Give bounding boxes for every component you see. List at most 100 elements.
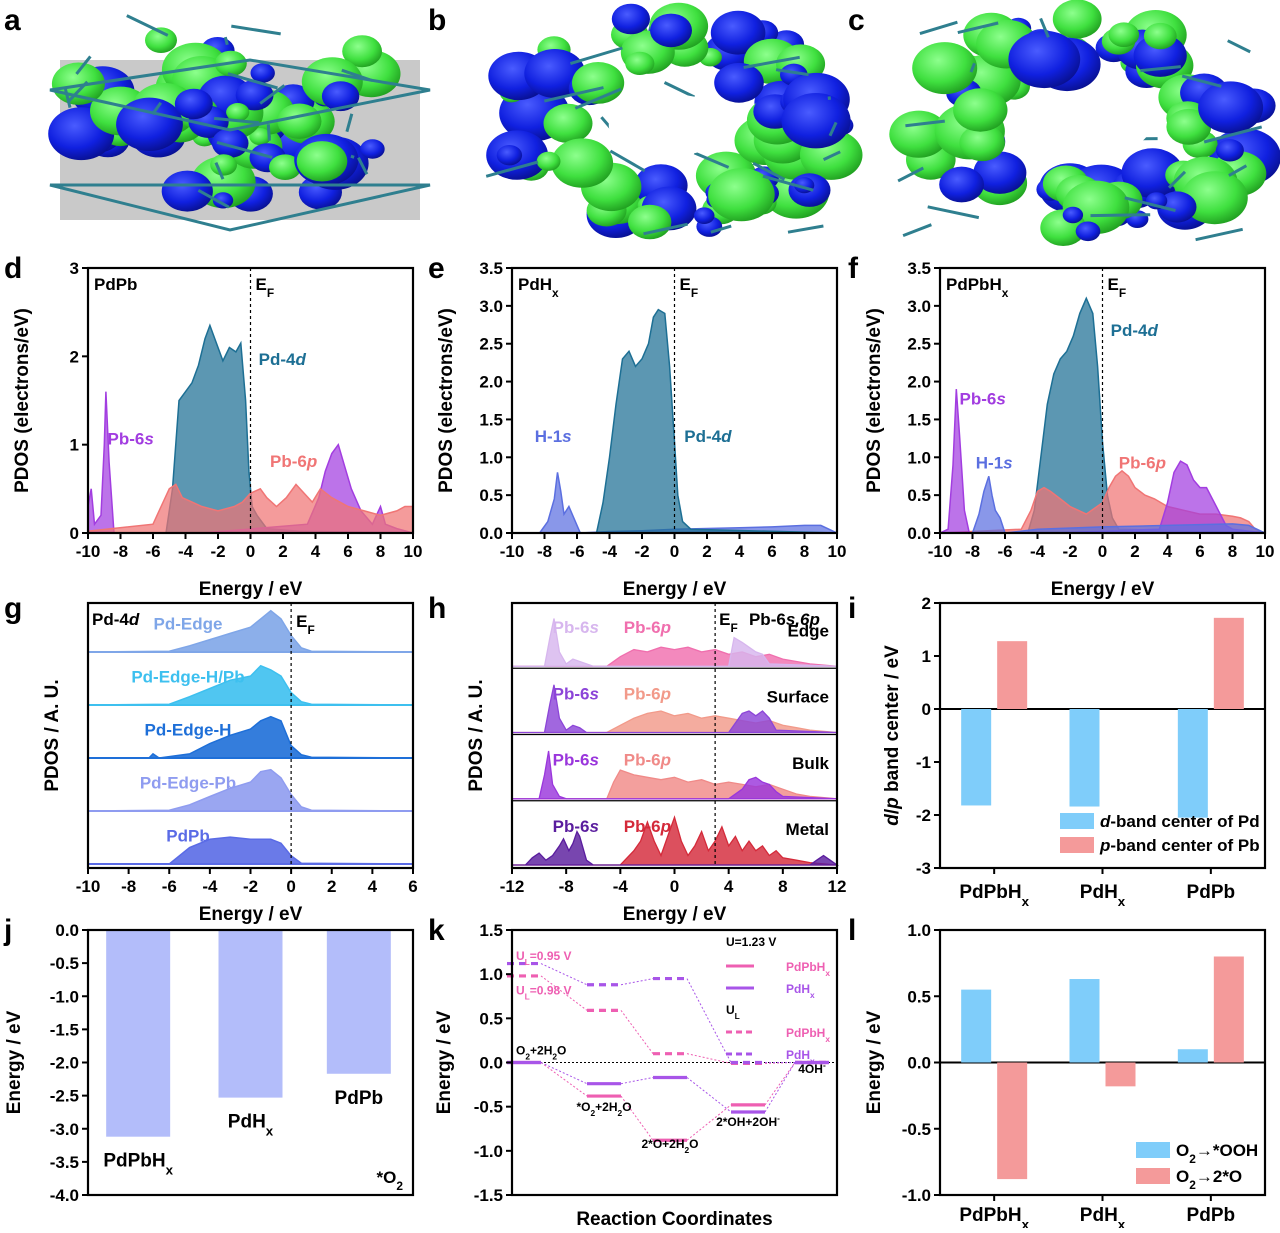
series-label: Pb-6s (108, 430, 154, 449)
isosurface-blob (1198, 81, 1263, 133)
y-tick-label: 1.0 (479, 448, 503, 467)
isosurface-blob (953, 88, 1007, 131)
panel-label-l: l (848, 914, 856, 947)
stacked-area-pd-edge-h (88, 717, 413, 758)
x-tick-label: -4 (1030, 542, 1046, 561)
legend-swatch (1136, 1168, 1170, 1184)
category-label: PdPbHx (959, 1205, 1029, 1228)
y-tick-label: 3.0 (907, 297, 931, 316)
connector-line (765, 1063, 795, 1112)
x-tick-label: -4 (178, 542, 194, 561)
y-tick-label: 3.5 (907, 259, 931, 278)
ul-label: UL=0.95 V (516, 949, 572, 967)
isosurface-blob (1144, 23, 1177, 49)
y-tick-label: -3.5 (50, 1153, 79, 1172)
x-tick-label: 10 (1256, 542, 1275, 561)
x-axis-label: Energy / eV (623, 904, 727, 925)
legend-swatch (1060, 813, 1094, 829)
step-label: 2*O+2H2O (641, 1137, 698, 1155)
panel-label-c: c (848, 4, 865, 37)
x-tick-label: 6 (343, 542, 352, 561)
atom-bond (570, 48, 622, 64)
x-tick-label: -10 (928, 542, 953, 561)
y-tick-label: 0.0 (907, 524, 931, 543)
y-tick-label: 0 (70, 524, 79, 543)
panel-label-i: i (848, 592, 856, 625)
y-axis-label: Energy / eV (4, 1010, 25, 1114)
y-tick-label: -2 (916, 806, 931, 825)
isosurface-blob (297, 141, 348, 181)
y-tick-label: 3.5 (479, 259, 503, 278)
x-tick-label: 2 (1130, 542, 1139, 561)
isosurface-blob (1216, 139, 1244, 161)
atom-bond (920, 22, 958, 33)
row-p-label: Pb-6p (624, 751, 671, 770)
atom-bond (788, 226, 823, 232)
y-tick-label: 1.5 (479, 921, 503, 940)
x-tick-label: 6 (1195, 542, 1204, 561)
bar-pdpb-0 (1178, 1049, 1208, 1062)
legend-label: PdPbHx (786, 960, 830, 978)
isosurface-blob (625, 52, 654, 75)
connector-line (687, 1054, 731, 1064)
x-axis-label: Energy / eV (199, 904, 303, 925)
x-axis-label: Reaction Coordinates (576, 1209, 772, 1228)
bar-pdh-d (1070, 709, 1100, 807)
isosurface-blob (628, 205, 671, 240)
x-tick-label: 4 (368, 877, 378, 896)
series-label: Pd-4d (1111, 321, 1159, 340)
bar-category-label: PdHx (228, 1112, 274, 1139)
y-tick-label: 1.0 (479, 965, 503, 984)
row-p-label: Pb-6p (624, 684, 671, 703)
y-tick-label: 3.0 (479, 297, 503, 316)
atom-bond (268, 124, 269, 140)
bar-pdpbh (106, 930, 170, 1137)
y-tick-label: -3.0 (50, 1120, 79, 1139)
connector-line (765, 1063, 795, 1105)
x-tick-label: -6 (145, 542, 160, 561)
panel-title: Pd-4d (92, 610, 140, 629)
pb6p-area-bulk (512, 770, 837, 799)
y-tick-label: 2 (922, 594, 931, 613)
isosurface-blob (551, 138, 613, 187)
x-tick-label: 12 (828, 877, 847, 896)
bar-pdpb (327, 930, 391, 1074)
x-axis-label: Energy / eV (199, 579, 303, 600)
x-tick-label: 0 (670, 542, 679, 561)
y-tick-label: -1 (916, 753, 931, 772)
y-tick-label: 0.0 (479, 1054, 503, 1073)
row-name: Metal (786, 820, 829, 839)
y-tick-label: -3 (916, 859, 931, 878)
legend-label: d-band center of Pd (1100, 812, 1260, 831)
step-label: *O2+2H2O (576, 1100, 631, 1118)
row-label: Pd-Edge-H (145, 721, 232, 740)
x-axis-label: Energy / eV (623, 579, 727, 600)
ul-label: UL=0.98 V (516, 983, 572, 1001)
isosurface-blob (210, 154, 237, 175)
connector-line (687, 979, 731, 1063)
bar-pdpb-d (1178, 709, 1208, 818)
row-label: Pd-Edge-H/Pb (131, 668, 244, 687)
y-tick-label: -1.0 (474, 1142, 503, 1161)
isosurface-blob (175, 89, 213, 119)
x-tick-label: 6 (408, 877, 417, 896)
legend-swatch (1136, 1142, 1170, 1158)
y-tick-label: 2.0 (907, 373, 931, 392)
isosurface-blob (694, 207, 715, 224)
adsorbate-label: *O2 (377, 1168, 404, 1193)
y-axis-label: Energy / eV (434, 1010, 455, 1114)
y-tick-label: 2 (70, 347, 79, 366)
bar-pdpbh-d (961, 709, 991, 805)
x-tick-label: -4 (613, 877, 629, 896)
charge-density-render-c (889, 0, 1280, 246)
x-tick-label: 2 (278, 542, 287, 561)
x-tick-label: 2 (702, 542, 711, 561)
x-tick-label: -4 (202, 877, 218, 896)
y-tick-label: -1.5 (474, 1186, 503, 1205)
y-tick-label: 0.0 (479, 524, 503, 543)
x-tick-label: 0 (246, 542, 255, 561)
isosurface-blob (1063, 207, 1083, 223)
x-tick-label: -8 (121, 877, 136, 896)
